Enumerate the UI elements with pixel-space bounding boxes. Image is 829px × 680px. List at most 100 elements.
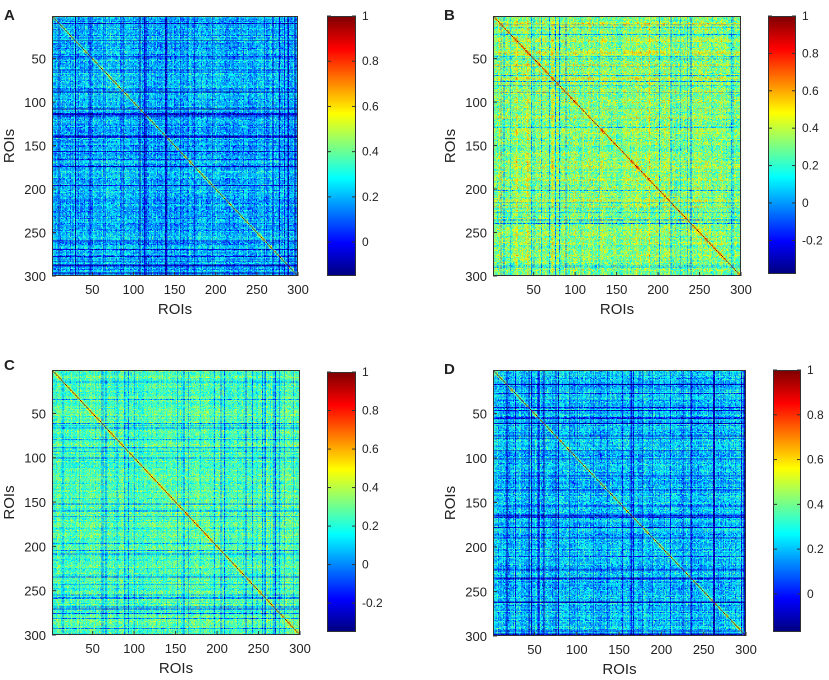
x-tick-label-d: 300 [735, 642, 757, 657]
y-tick-label-c: 250 [24, 584, 46, 599]
x-tick-label-c: 250 [248, 641, 270, 656]
y-tick-label-b: 200 [465, 182, 487, 197]
y-axis-label-c: ROIs [1, 485, 18, 519]
y-tick-label-b: 100 [465, 95, 487, 110]
colorbar-tick-label-c: 1 [362, 365, 369, 379]
y-tick-label-c: 150 [24, 495, 46, 510]
panel-a: 50 100 150 200 250 300 50 100 150 200 250 300 ROIs RO… [1, 7, 379, 318]
x-tick-label-a: 300 [287, 282, 309, 297]
colorbar-tick-label-d: 0.2 [807, 542, 824, 556]
y-tick-label-c: 100 [24, 451, 46, 466]
panel-label-d: D [444, 361, 455, 378]
colorbar-frame-b [768, 16, 796, 274]
colorbar-tick-label-b: 0.2 [802, 159, 819, 173]
colorbar-tick-label-d: 0.8 [807, 408, 824, 422]
colorbar-tick-label-a: 1 [362, 9, 369, 23]
y-tick-label-d: 100 [465, 451, 487, 466]
colorbar-tick-label-b: 1 [802, 9, 809, 23]
x-tick-label-b: 250 [689, 282, 711, 297]
x-tick-label-c: 50 [85, 641, 99, 656]
colorbar-tick-label-b: 0.4 [802, 121, 819, 135]
y-tick-label-c: 300 [24, 628, 46, 643]
x-tick-label-d: 200 [651, 642, 673, 657]
x-tick-label-b: 150 [606, 282, 628, 297]
x-axis-label-a: ROIs [158, 301, 192, 318]
plot-frame-d [493, 370, 746, 636]
plot-frame-c [52, 370, 300, 635]
colorbar-d [773, 370, 801, 632]
colorbar-frame-d [773, 370, 801, 632]
panel-label-c: C [4, 357, 15, 374]
x-tick-label-c: 150 [165, 641, 187, 656]
colorbar-b [768, 16, 796, 274]
x-tick-label-a: 100 [123, 282, 145, 297]
x-tick-label-b: 200 [647, 282, 669, 297]
y-tick-label-d: 150 [465, 496, 487, 511]
y-tick-label-d: 50 [473, 407, 487, 422]
colorbar-tick-label-c: 0 [362, 558, 369, 572]
y-axis-label-b: ROIs [442, 129, 459, 163]
x-axis-label-d: ROIs [602, 661, 636, 678]
y-tick-label-a: 200 [24, 182, 46, 197]
colorbar-tick-label-b: -0.2 [802, 233, 823, 247]
y-tick-label-a: 100 [24, 95, 46, 110]
y-tick-label-b: 250 [465, 226, 487, 241]
heatmap-matrix-b [493, 16, 741, 276]
colorbar-tick-label-a: 0 [362, 235, 369, 249]
colorbar-tick-label-d: 0.4 [807, 497, 824, 511]
y-axis-label-d: ROIs [442, 486, 459, 520]
x-tick-label-c: 100 [123, 641, 145, 656]
x-tick-label-a: 200 [205, 282, 227, 297]
heatmap-matrix-c [52, 370, 300, 635]
colorbar-tick-label-a: 0.8 [362, 54, 379, 68]
colorbar-tick-label-c: 0.8 [362, 404, 379, 418]
panel-label-b: B [444, 7, 455, 24]
panel-b: 50 100 150 200 250 300 50 100 150 200 250 300 ROIs RO… [442, 7, 823, 318]
x-tick-label-c: 300 [289, 641, 311, 656]
colorbar-frame-c [327, 372, 356, 632]
colorbar-tick-label-d: 0 [807, 587, 814, 601]
y-tick-label-b: 300 [465, 269, 487, 284]
colorbar-frame-a [327, 16, 356, 276]
y-tick-label-a: 300 [24, 269, 46, 284]
colorbar-a [327, 16, 356, 276]
plot-frame-b [493, 16, 741, 276]
panel-d: 50 100 150 200 250 300 50 100 150 200 250 300 ROIs RO… [442, 361, 824, 678]
colorbar-tick-label-c: 0.4 [362, 481, 379, 495]
x-tick-label-d: 250 [693, 642, 715, 657]
colorbar-tick-label-b: 0.6 [802, 84, 819, 98]
x-tick-label-a: 250 [246, 282, 268, 297]
heatmap-matrix-a [52, 16, 298, 276]
x-tick-label-d: 150 [608, 642, 630, 657]
x-tick-label-a: 150 [164, 282, 186, 297]
plot-frame-a [52, 16, 298, 276]
x-axis-label-b: ROIs [600, 301, 634, 318]
x-tick-label-b: 50 [526, 282, 540, 297]
colorbar-tick-label-c: -0.2 [362, 596, 383, 610]
x-axis-label-c: ROIs [159, 660, 193, 677]
colorbar-tick-label-b: 0 [802, 196, 809, 210]
colorbar-tick-label-c: 0.2 [362, 519, 379, 533]
x-tick-label-b: 300 [730, 282, 752, 297]
y-tick-label-c: 200 [24, 539, 46, 554]
x-tick-label-b: 100 [564, 282, 586, 297]
heatmap-matrix-d [493, 370, 746, 636]
y-tick-label-a: 150 [24, 139, 46, 154]
x-tick-label-a: 50 [85, 282, 99, 297]
colorbar-tick-label-d: 0.6 [807, 453, 824, 467]
colorbar-tick-label-a: 0.4 [362, 145, 379, 159]
panel-label-a: A [4, 7, 15, 24]
y-tick-label-b: 150 [465, 139, 487, 154]
colorbar-tick-label-c: 0.6 [362, 442, 379, 456]
colorbar-c [327, 372, 356, 632]
y-tick-label-d: 250 [465, 585, 487, 600]
x-tick-label-c: 200 [206, 641, 228, 656]
y-tick-label-d: 300 [465, 629, 487, 644]
y-tick-label-c: 50 [32, 406, 46, 421]
panel-c: 50 100 150 200 250 300 50 100 150 200 250 300 ROIs RO… [1, 357, 383, 677]
y-tick-label-d: 200 [465, 540, 487, 555]
x-tick-label-d: 50 [527, 642, 541, 657]
colorbar-tick-label-a: 0.2 [362, 190, 379, 204]
